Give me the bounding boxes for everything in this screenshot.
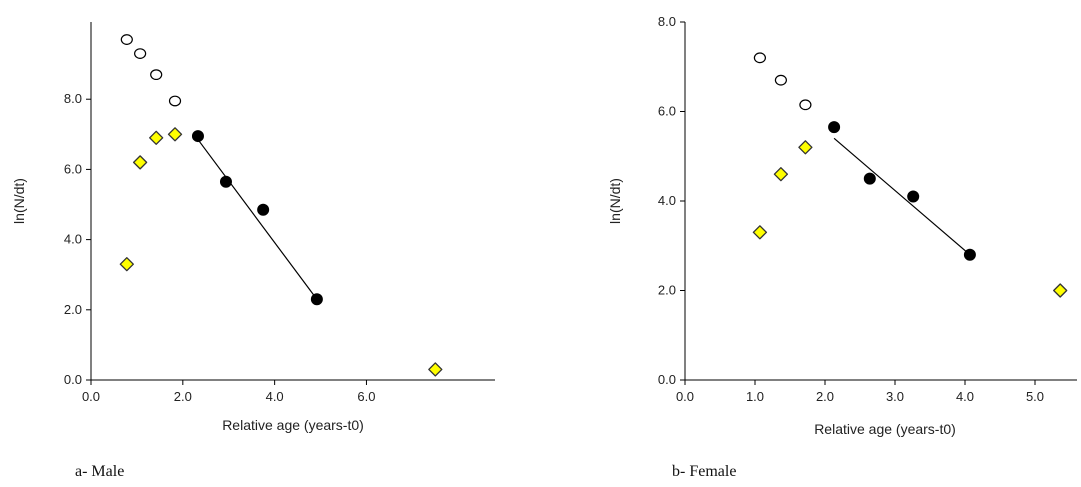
x-tick-label: 2.0 <box>816 389 834 404</box>
yellow-diamond-point <box>169 128 182 141</box>
yellow-diamond-point <box>1054 284 1067 297</box>
open-circle-point <box>775 75 786 85</box>
y-tick-label: 0.0 <box>658 372 676 387</box>
yellow-diamond-point <box>120 258 133 271</box>
y-tick-label: 2.0 <box>658 283 676 298</box>
y-axis-title: ln(N/dt) <box>11 178 27 224</box>
black-dot-point <box>192 131 203 142</box>
yellow-diamond-point <box>799 141 812 154</box>
yellow-diamond-point <box>150 131 163 144</box>
chart-caption: b- Female <box>672 463 736 480</box>
y-axis-title: ln(N/dt) <box>607 178 623 224</box>
x-tick-label: 0.0 <box>676 389 694 404</box>
black-dot-point <box>220 176 231 187</box>
yellow-diamond-point <box>429 363 442 376</box>
open-circle-point <box>170 96 181 106</box>
regression-line <box>198 140 317 300</box>
x-tick-label: 3.0 <box>886 389 904 404</box>
black-dot-point <box>829 122 840 133</box>
y-tick-label: 4.0 <box>64 232 82 247</box>
open-circle-point <box>800 100 811 110</box>
x-tick-label: 0.0 <box>82 389 100 404</box>
y-tick-label: 6.0 <box>64 161 82 176</box>
y-tick-label: 6.0 <box>658 104 676 119</box>
chart-caption: a- Male <box>75 463 124 480</box>
x-tick-label: 4.0 <box>266 389 284 404</box>
black-dot-point <box>311 294 322 305</box>
black-dot-point <box>964 249 975 260</box>
x-tick-label: 6.0 <box>357 389 375 404</box>
yellow-diamond-point <box>134 156 147 169</box>
yellow-diamond-point <box>753 226 766 239</box>
y-tick-label: 4.0 <box>658 193 676 208</box>
chart-female: 0.0 1.0 2.0 3.0 4.0 5.0 0.0 2.0 4.0 6.0 8.0 Relativ… <box>607 14 1077 480</box>
x-tick-label: 1.0 <box>746 389 764 404</box>
x-tick-label: 4.0 <box>956 389 974 404</box>
chart-male: 0.0 2.0 4.0 6.0 0.0 2.0 4.0 6.0 8.0 Relative age … <box>11 22 495 480</box>
regression-line <box>834 138 970 254</box>
y-tick-label: 8.0 <box>658 14 676 29</box>
yellow-diamond-point <box>774 168 787 181</box>
open-circle-point <box>135 49 146 59</box>
black-dot-point <box>908 191 919 202</box>
open-circle-point <box>754 53 765 63</box>
x-axis-title: Relative age (years-t0) <box>222 417 364 433</box>
x-axis-title: Relative age (years-t0) <box>814 421 956 437</box>
x-tick-label: 5.0 <box>1026 389 1044 404</box>
x-tick-label: 2.0 <box>174 389 192 404</box>
y-tick-label: 2.0 <box>64 302 82 317</box>
black-dot-point <box>258 204 269 215</box>
open-circle-point <box>151 70 162 80</box>
y-tick-label: 8.0 <box>64 91 82 106</box>
y-tick-label: 0.0 <box>64 372 82 387</box>
black-dot-point <box>864 173 875 184</box>
open-circle-point <box>121 35 132 45</box>
